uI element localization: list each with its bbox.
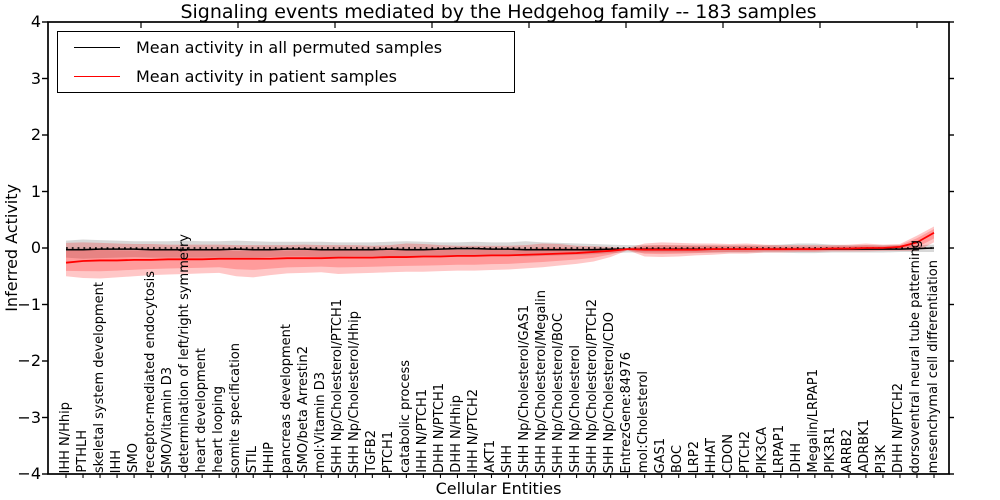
x-category-label: GAS1	[653, 437, 669, 474]
y-tick-label: −3	[17, 407, 41, 427]
x-category-label: HHIP	[261, 441, 277, 473]
x-category-label: AKT1	[482, 440, 498, 473]
x-category-label: CDON	[721, 433, 737, 473]
x-category-label: heart looping	[210, 386, 226, 473]
x-category-label: SMO	[125, 443, 141, 473]
x-category-label: heart development	[193, 348, 209, 473]
x-category-label: DHH N/Hhip	[448, 395, 464, 473]
x-category-label: IHH N/Hhip	[57, 401, 73, 474]
legend-label-patient: Mean activity in patient samples	[136, 67, 397, 87]
x-category-label: BOC	[670, 445, 686, 473]
y-tick-label: −4	[17, 464, 41, 483]
x-category-label: DHH N/PTCH1	[431, 383, 447, 473]
x-category-label: TGFB2	[363, 430, 379, 473]
legend: Mean activity in all permuted samples Me…	[57, 31, 515, 93]
x-category-label: determination of left/right symmetry	[176, 234, 192, 473]
x-category-label: ADRBK1	[857, 419, 873, 473]
x-category-label: SHH Np/Cholesterol/CDO	[602, 311, 618, 473]
x-category-label: IHH	[108, 449, 124, 473]
chart-title: Signaling events mediated by the Hedgeho…	[180, 1, 817, 23]
x-category-label: PIK3CA	[755, 426, 771, 473]
x-category-label: PTCH1	[380, 430, 396, 473]
y-tick-label: −2	[17, 351, 41, 370]
legend-item-patient: Mean activity in patient samples	[58, 63, 514, 91]
x-category-label: SHH Np/Cholesterol/BOC	[551, 312, 567, 473]
x-category-label: DHH	[789, 443, 805, 473]
x-category-label: LRP2	[687, 440, 703, 473]
x-category-label: STIL	[244, 445, 260, 473]
x-category-label: PTHLH	[74, 430, 90, 473]
x-category-label: Megalin/LRPAP1	[806, 369, 822, 473]
x-category-label: SHH Np/Cholesterol	[568, 345, 584, 473]
y-tick-label: 1	[30, 181, 41, 201]
x-category-label: HHAT	[704, 437, 720, 473]
x-category-label: mol:Vitamin D3	[312, 372, 328, 473]
x-category-label: SHH Np/Cholesterol/Megalin	[534, 290, 550, 473]
x-category-label: SHH Np/Cholesterol/GAS1	[517, 305, 533, 473]
x-axis-label: Cellular Entities	[435, 479, 562, 498]
mean-line-patient	[65, 231, 935, 264]
confidence-band-inner-patient	[66, 229, 934, 272]
y-tick-label: 4	[30, 12, 41, 31]
x-category-label: EntrezGene:84976	[619, 351, 635, 473]
x-category-label: ARRB2	[840, 428, 856, 473]
x-category-label: SMO/beta Arrestin2	[295, 346, 311, 473]
x-category-label: receptor-mediated endocytosis	[142, 270, 158, 473]
x-category-label: mesenchymal cell differentiation	[925, 259, 941, 473]
legend-item-permuted: Mean activity in all permuted samples	[58, 33, 514, 61]
x-category-label: IHH N/PTCH2	[465, 389, 481, 473]
x-category-label: catabolic process	[397, 360, 413, 473]
x-category-label: mol:Cholesterol	[636, 371, 652, 473]
x-category-label: somite specification	[227, 342, 243, 473]
x-category-label: pancreas development	[278, 323, 294, 473]
legend-line-sample-red	[74, 76, 120, 78]
y-tick-label: −1	[17, 294, 41, 314]
x-category-label: dorsoventral neural tube patterning	[908, 239, 924, 473]
y-tick-label: 0	[30, 238, 41, 257]
x-category-label: SHH Np/Cholesterol/PTCH1	[329, 298, 345, 473]
x-category-label: PTCH2	[738, 430, 754, 473]
y-tick-label: 2	[30, 125, 41, 144]
x-category-label: PIK3R1	[823, 427, 839, 473]
x-category-label: SMO/Vitamin D3	[159, 366, 175, 473]
x-category-label: DHH N/PTCH2	[891, 383, 907, 473]
x-category-label: LRPAP1	[772, 424, 788, 473]
confidence-band-patient	[66, 226, 934, 279]
legend-label-permuted: Mean activity in all permuted samples	[136, 37, 443, 57]
legend-line-sample-black	[74, 46, 120, 48]
x-category-label: SHH Np/Cholesterol/PTCH2	[585, 298, 601, 473]
y-tick-label: 3	[30, 68, 41, 88]
x-category-label: skeletal system development	[91, 281, 107, 473]
x-category-label: SHH	[500, 445, 515, 473]
x-category-label: IHH N/PTCH1	[414, 389, 430, 473]
x-category-label: PI3K	[874, 444, 890, 473]
x-category-label: SHH Np/Cholesterol/Hhip	[346, 311, 362, 473]
